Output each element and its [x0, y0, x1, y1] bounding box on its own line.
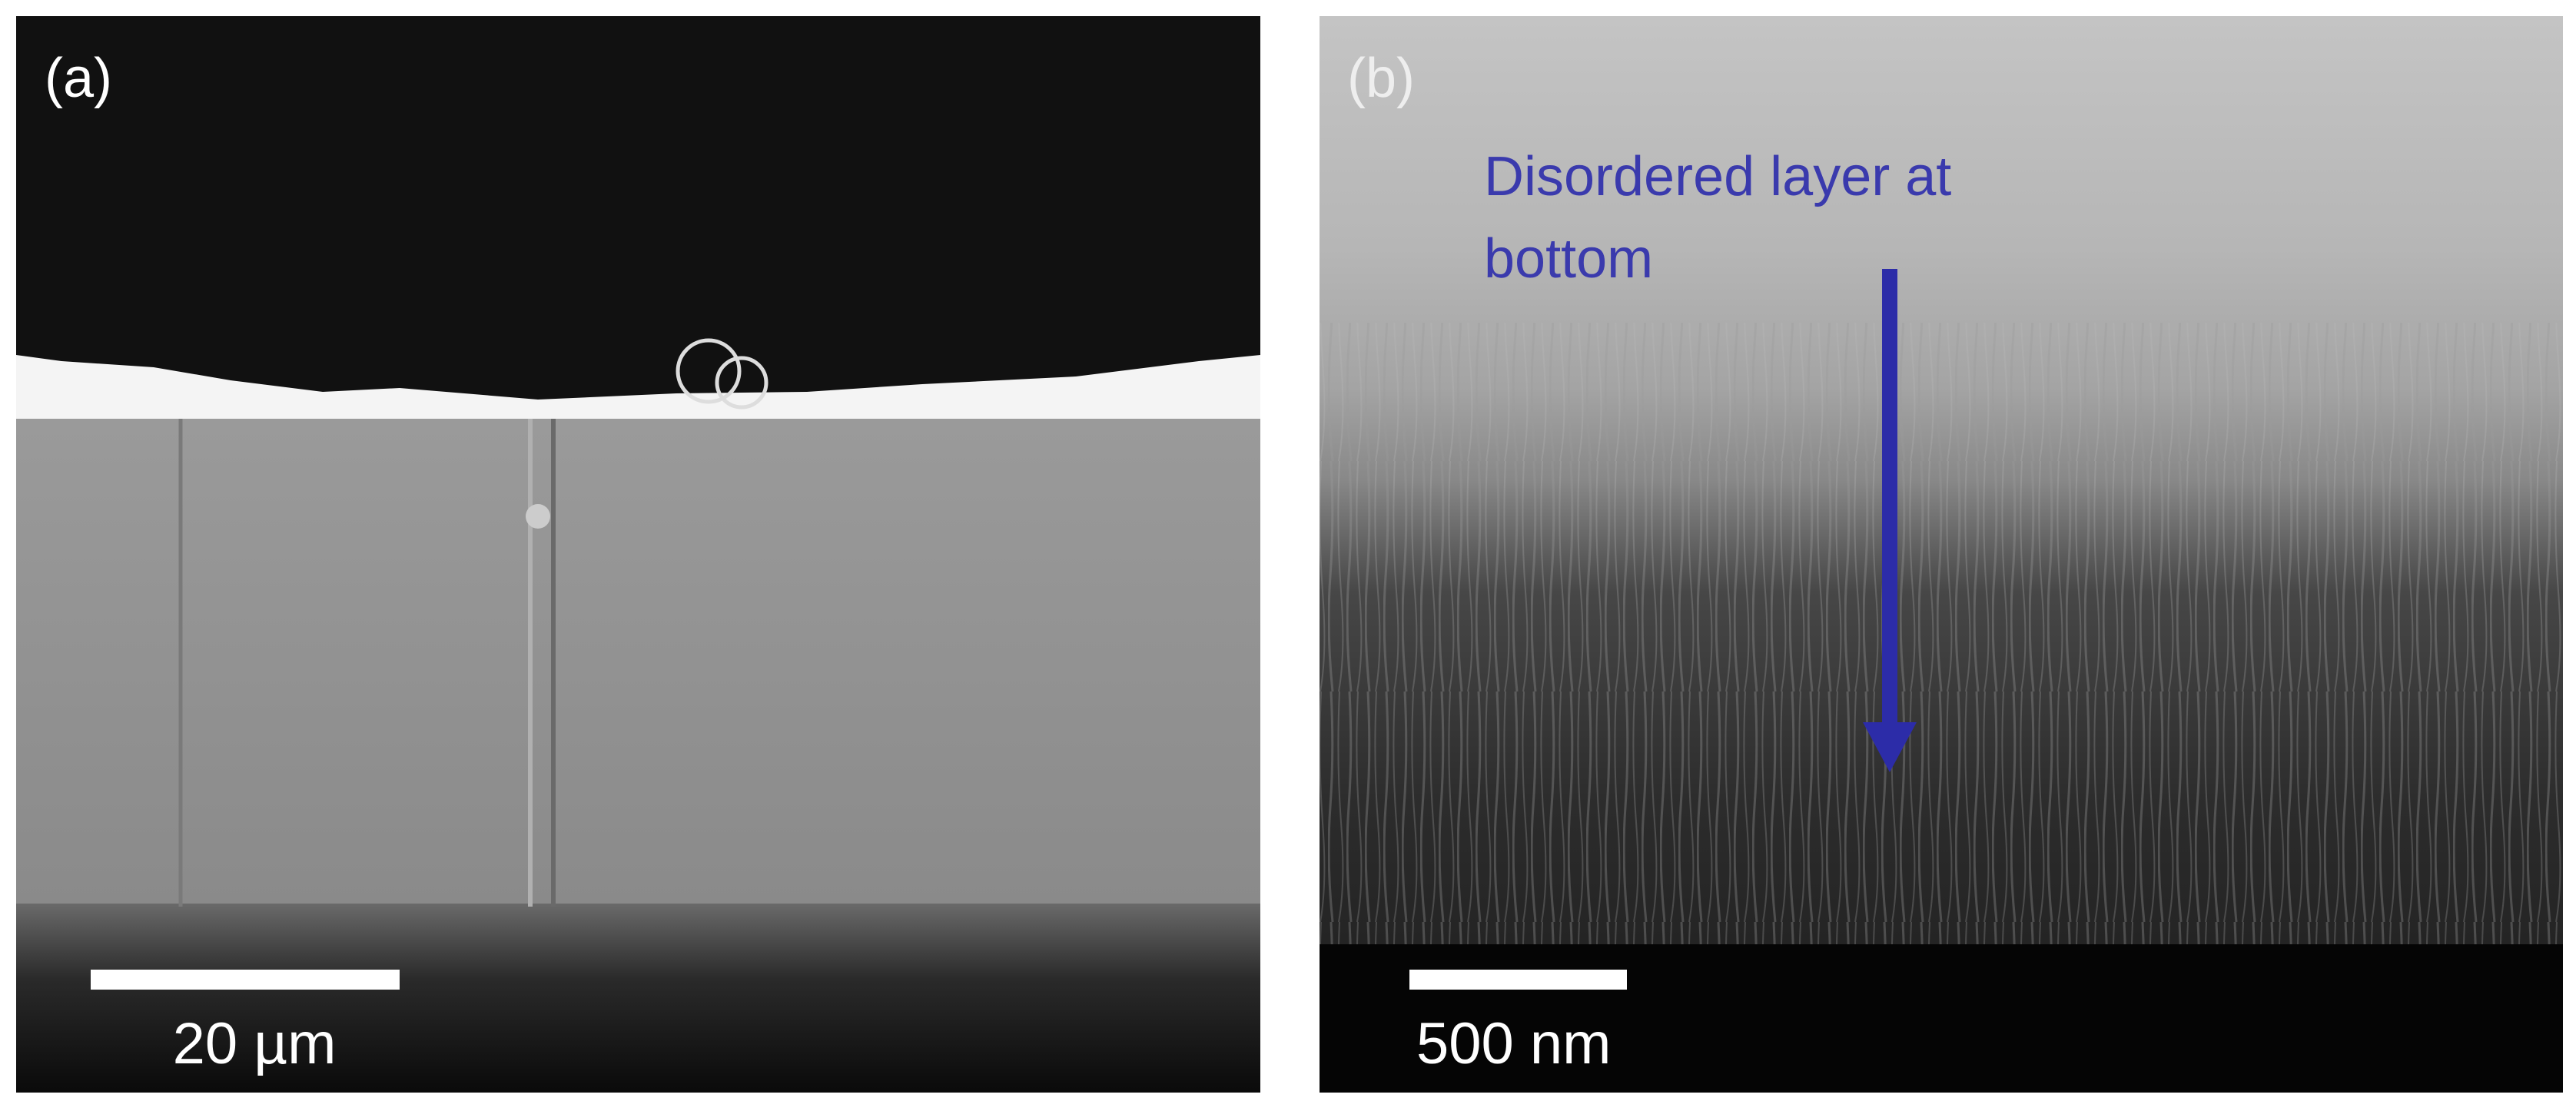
scale-label: 500 nm: [1416, 1011, 1612, 1076]
scale-bar: [1409, 970, 1627, 990]
substrate: [16, 419, 1260, 910]
scale-bar: [91, 970, 400, 990]
particle: [676, 338, 768, 410]
fibers: [1320, 323, 2563, 944]
surface-layer: [16, 355, 1260, 419]
arrow-head: [1863, 722, 1917, 772]
base: [1320, 944, 2563, 1093]
base: [16, 904, 1260, 1093]
panel-b: 500 nm (b) Disordered layer at bottom: [1320, 16, 2563, 1093]
scale-label: 20 µm: [173, 1011, 337, 1076]
panel-a: 20 µm (a): [16, 16, 1260, 1093]
arrow-shaft: [1882, 269, 1897, 730]
annotation: Disordered layer at: [1484, 146, 1951, 207]
panel-label: (b): [1347, 48, 1415, 109]
panel-label: (a): [45, 48, 112, 109]
annotation: bottom: [1484, 228, 1653, 290]
particle: [526, 504, 550, 529]
